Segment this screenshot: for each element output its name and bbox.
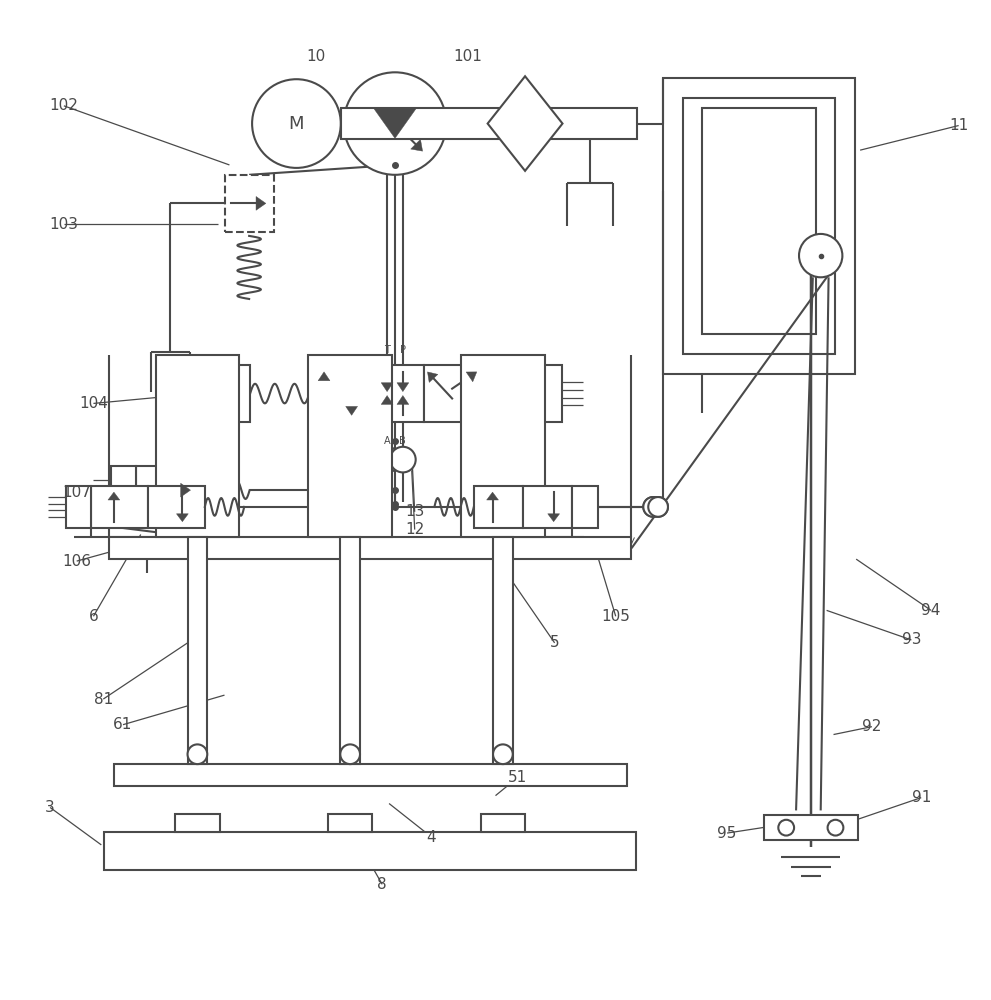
- Bar: [523, 486, 573, 528]
- Text: 94: 94: [922, 603, 940, 618]
- Text: 13: 13: [405, 504, 424, 519]
- Bar: [474, 486, 523, 528]
- Bar: [423, 365, 481, 422]
- Polygon shape: [488, 76, 563, 171]
- Polygon shape: [180, 483, 190, 497]
- Polygon shape: [487, 492, 498, 500]
- Bar: [111, 466, 137, 514]
- Text: 3: 3: [46, 800, 55, 815]
- Polygon shape: [466, 372, 477, 382]
- Circle shape: [648, 497, 668, 517]
- Text: 106: 106: [62, 554, 91, 569]
- Circle shape: [643, 497, 663, 517]
- Polygon shape: [256, 196, 266, 210]
- Polygon shape: [427, 372, 438, 382]
- Bar: [367, 365, 423, 422]
- Text: 6: 6: [88, 609, 98, 624]
- Text: A: A: [384, 436, 390, 446]
- Bar: [663, 78, 855, 374]
- Bar: [114, 764, 626, 786]
- Text: T: T: [385, 345, 390, 355]
- Text: B: B: [399, 436, 406, 446]
- Text: 101: 101: [454, 49, 483, 64]
- Bar: [175, 814, 220, 832]
- Bar: [573, 486, 598, 528]
- Bar: [340, 537, 360, 764]
- Polygon shape: [374, 108, 416, 138]
- Text: 10: 10: [306, 49, 326, 64]
- Text: 12: 12: [405, 522, 424, 537]
- Bar: [137, 466, 200, 514]
- Circle shape: [648, 497, 668, 517]
- Bar: [683, 98, 835, 354]
- Circle shape: [494, 744, 512, 764]
- Text: 107: 107: [62, 485, 91, 500]
- Text: 61: 61: [113, 717, 133, 732]
- Circle shape: [252, 79, 341, 168]
- Bar: [494, 537, 512, 764]
- Text: 103: 103: [50, 217, 78, 232]
- Text: 11: 11: [949, 118, 968, 133]
- Polygon shape: [318, 372, 330, 381]
- Circle shape: [827, 820, 843, 836]
- Text: 104: 104: [79, 396, 108, 411]
- Polygon shape: [410, 139, 422, 151]
- Bar: [341, 108, 637, 139]
- Bar: [156, 355, 239, 537]
- Polygon shape: [382, 396, 393, 404]
- Text: 92: 92: [862, 719, 882, 734]
- Text: 105: 105: [602, 609, 630, 624]
- Polygon shape: [548, 514, 560, 522]
- Bar: [703, 108, 816, 334]
- Circle shape: [799, 234, 842, 277]
- Bar: [481, 814, 525, 832]
- Bar: [187, 537, 207, 764]
- Polygon shape: [397, 383, 408, 392]
- Bar: [91, 486, 148, 528]
- Polygon shape: [346, 406, 358, 415]
- Bar: [461, 355, 545, 537]
- Bar: [229, 365, 250, 422]
- Bar: [104, 832, 636, 870]
- Bar: [65, 486, 91, 528]
- Bar: [148, 486, 205, 528]
- Text: 102: 102: [50, 98, 78, 113]
- Polygon shape: [108, 492, 120, 500]
- Text: 93: 93: [902, 632, 921, 647]
- Circle shape: [390, 447, 415, 472]
- Bar: [225, 175, 274, 232]
- Circle shape: [344, 72, 446, 175]
- Polygon shape: [397, 396, 408, 404]
- Circle shape: [375, 447, 400, 472]
- Text: 5: 5: [550, 635, 560, 650]
- Text: P: P: [399, 345, 406, 355]
- Text: 81: 81: [94, 692, 113, 707]
- Text: 4: 4: [427, 830, 436, 845]
- Polygon shape: [176, 514, 188, 522]
- Text: 95: 95: [717, 826, 736, 841]
- Text: M: M: [288, 115, 304, 133]
- Bar: [309, 365, 367, 422]
- Circle shape: [643, 497, 663, 517]
- Circle shape: [187, 744, 207, 764]
- Bar: [540, 365, 562, 422]
- Text: 91: 91: [912, 790, 931, 805]
- Bar: [328, 814, 373, 832]
- Bar: [764, 815, 857, 840]
- Text: 8: 8: [378, 877, 387, 892]
- Circle shape: [340, 744, 360, 764]
- Text: 51: 51: [507, 770, 527, 785]
- Bar: [109, 537, 631, 559]
- Bar: [308, 355, 392, 537]
- Polygon shape: [382, 383, 393, 392]
- Circle shape: [778, 820, 794, 836]
